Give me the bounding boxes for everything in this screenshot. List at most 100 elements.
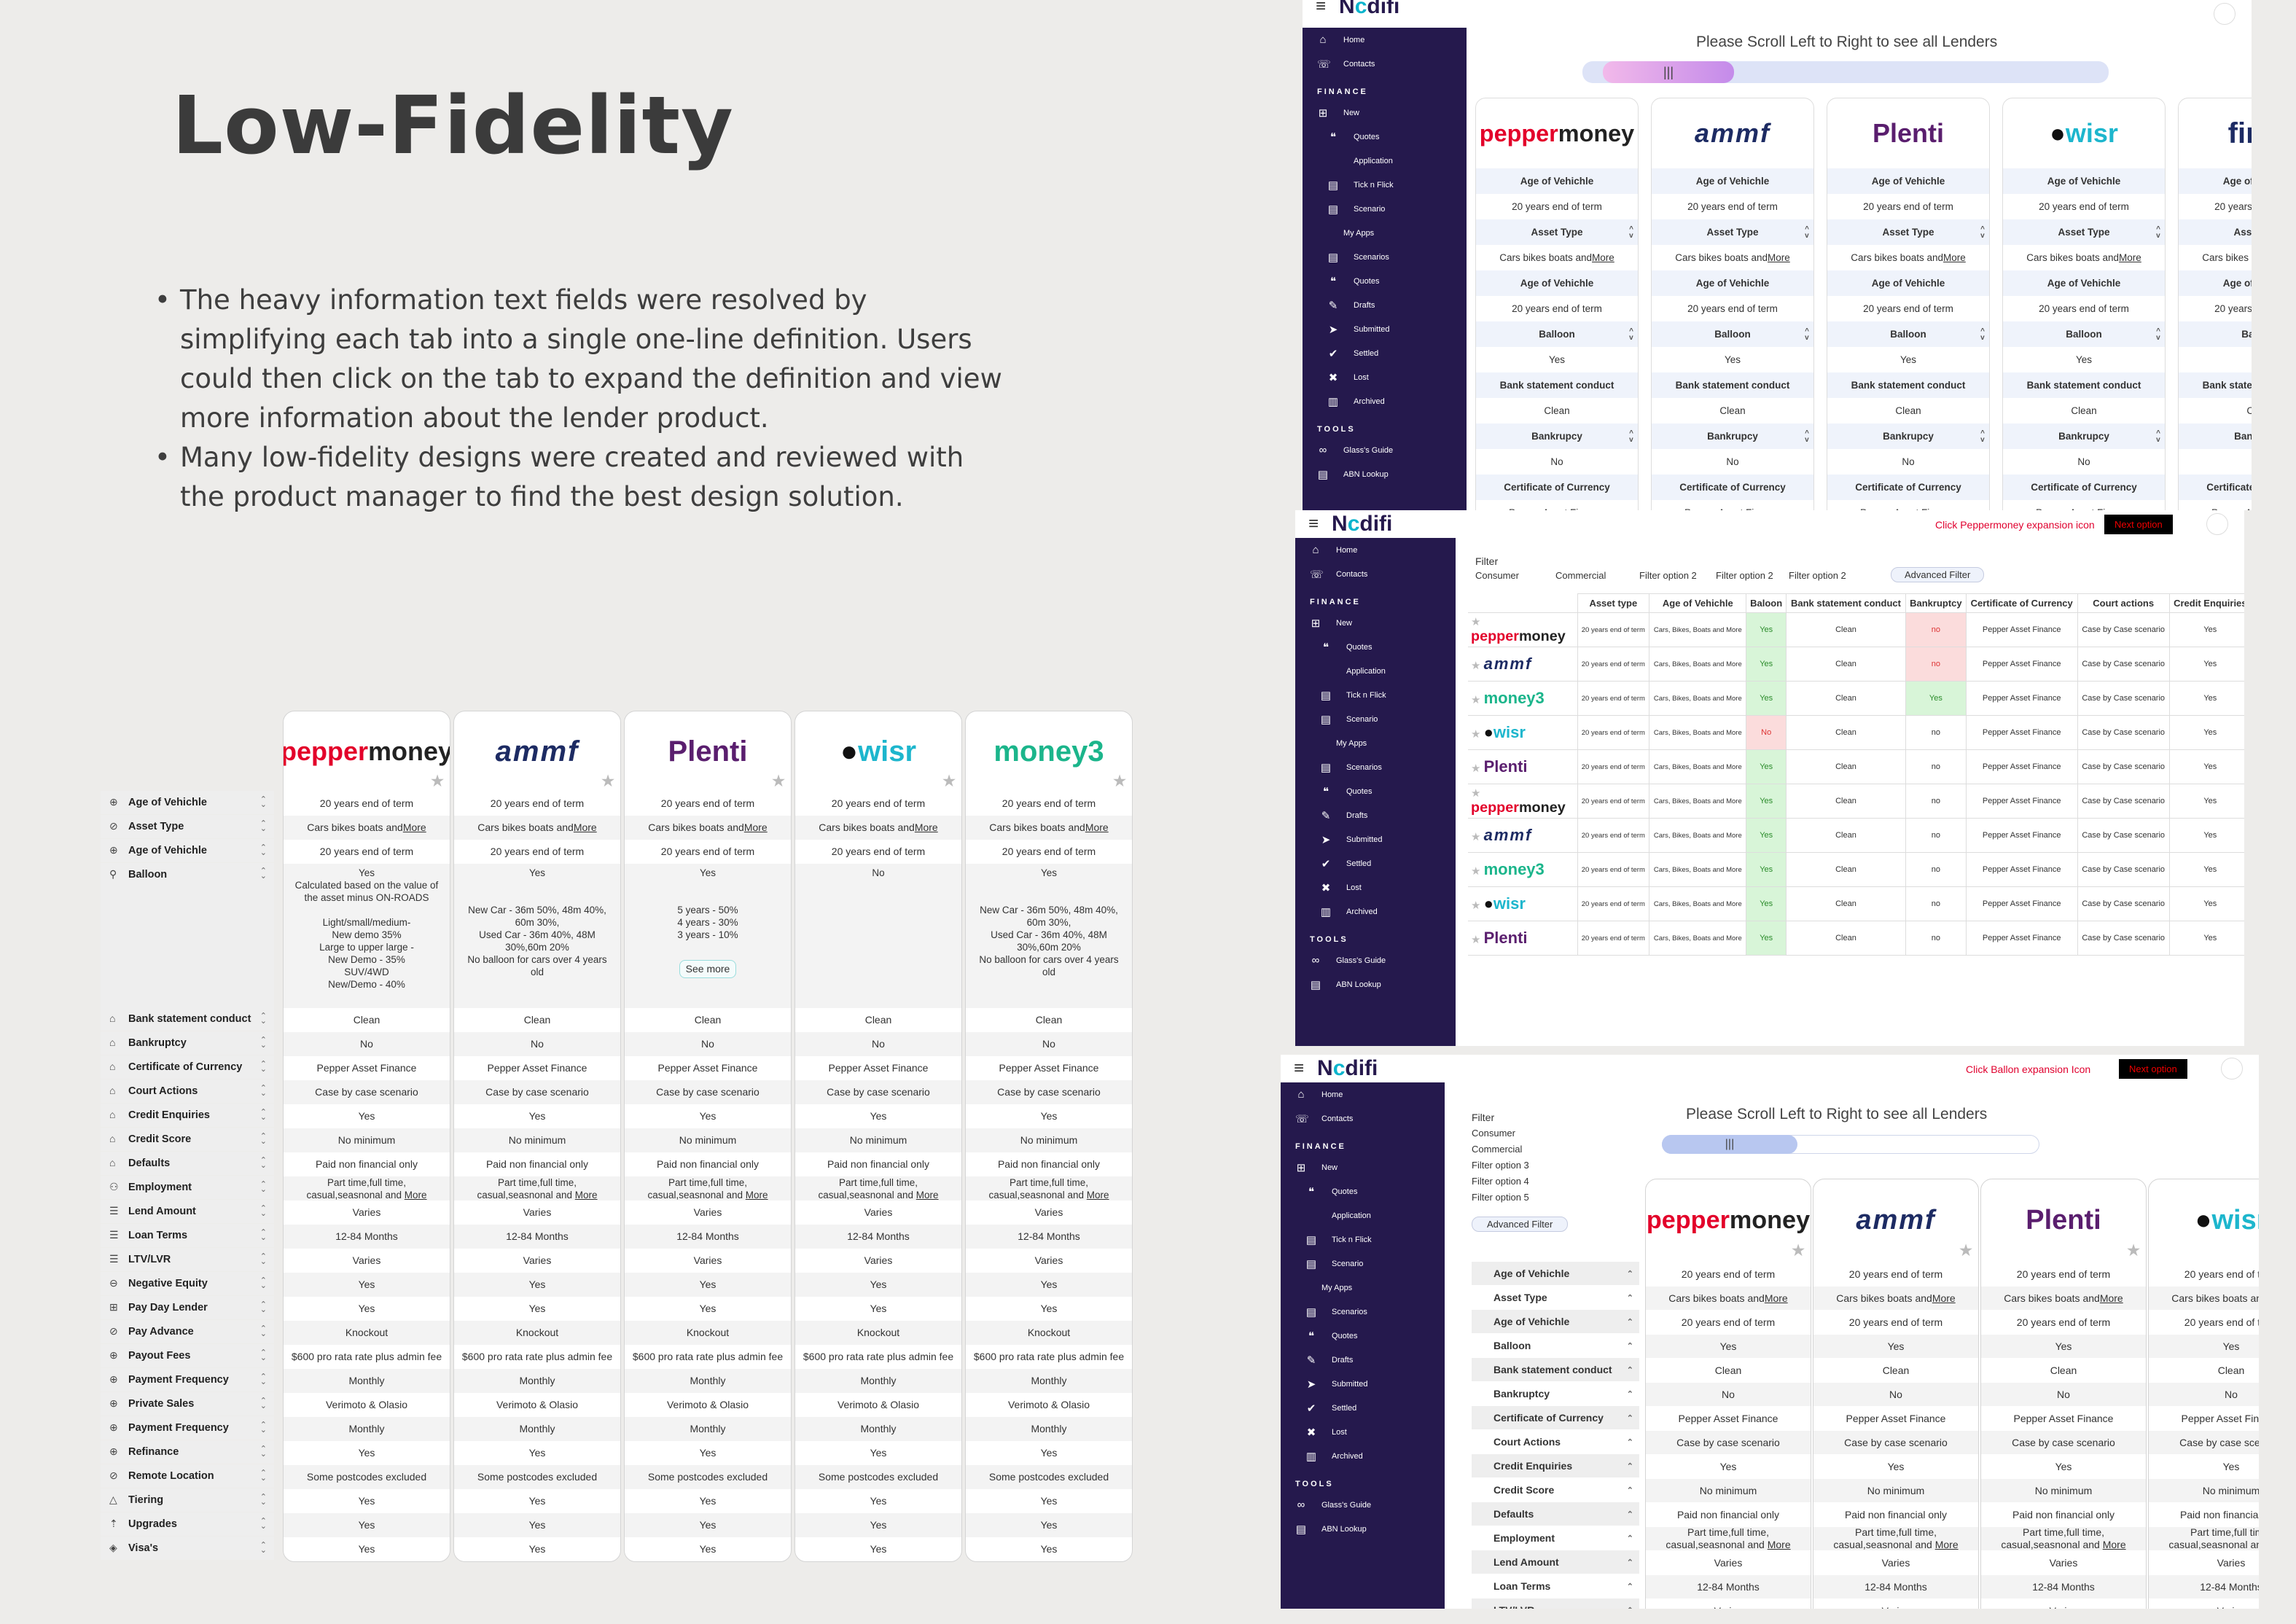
favorite-star-icon[interactable]: ★ bbox=[1792, 1243, 1805, 1259]
row-label[interactable]: ⊕ Age of Vehichle ⌃ ⌄ bbox=[101, 839, 274, 862]
sidebar-item-home[interactable]: ⌂ Home bbox=[1295, 538, 1456, 562]
filter-checkbox[interactable]: Filter option 2 bbox=[1789, 570, 1846, 581]
favorite-star-icon[interactable]: ★ bbox=[2127, 1243, 2140, 1259]
sidebar-item-my-apps[interactable]: My Apps bbox=[1281, 1276, 1445, 1300]
advanced-filter-button[interactable]: Advanced Filter bbox=[1472, 1217, 1569, 1232]
expand-chevron-icon[interactable]: ⌃ ⌄ bbox=[259, 1300, 267, 1314]
filter-checkbox[interactable]: Consumer bbox=[1472, 1128, 1515, 1139]
sidebar-item-lost[interactable]: ✖ Lost bbox=[1295, 875, 1456, 899]
sidebar-item-application[interactable]: Application bbox=[1303, 149, 1467, 173]
sidebar-item-scenarios[interactable]: ▤ Scenarios bbox=[1295, 755, 1456, 779]
sidebar-item-quotes[interactable]: ❝ Quotes bbox=[1295, 779, 1456, 803]
row-label[interactable]: Credit Enquiries ⌃ bbox=[1472, 1454, 1639, 1477]
filter-checkbox[interactable]: Filter option 3 bbox=[1472, 1160, 1529, 1171]
sidebar-item-quotes[interactable]: ❝ Quotes bbox=[1295, 635, 1456, 659]
sidebar-item-tick-n-flick[interactable]: ▤ Tick n Flick bbox=[1303, 173, 1467, 197]
grid-row-lender[interactable]: ★ peppermoney bbox=[1468, 784, 1578, 819]
next-option-button[interactable]: Next option bbox=[2104, 515, 2173, 534]
favorite-star-icon[interactable]: ★ bbox=[1471, 831, 1484, 843]
sidebar-item-tick-n-flick[interactable]: ▤ Tick n Flick bbox=[1295, 683, 1456, 707]
avatar[interactable] bbox=[2221, 1058, 2243, 1080]
more-link[interactable]: More bbox=[1934, 1539, 1959, 1550]
expand-chevron-icon[interactable]: ⌃ ⌄ bbox=[259, 819, 267, 833]
avatar[interactable] bbox=[2206, 513, 2228, 535]
row-label[interactable]: ⊘ Remote Location ⌃ ⌄ bbox=[101, 1464, 274, 1488]
sidebar-item-scenario[interactable]: ▤ Scenario bbox=[1303, 197, 1467, 221]
row-label[interactable]: ◈ Visa's ⌃ ⌄ bbox=[101, 1537, 274, 1560]
row-label[interactable]: Certificate of Currency ⌃ bbox=[1472, 1406, 1639, 1429]
avatar[interactable] bbox=[2214, 3, 2236, 25]
grid-row-lender[interactable]: ★ Plenti bbox=[1468, 921, 1578, 956]
expand-chevron-icon[interactable]: ⌃ ⌄ bbox=[259, 795, 267, 809]
expand-chevron-icon[interactable]: ⌃ ⌄ bbox=[259, 1228, 267, 1242]
expand-chevron-icon[interactable]: ⌃ ⌄ bbox=[259, 1493, 267, 1507]
row-label[interactable]: LTV/LVR⌃ bbox=[1472, 1598, 1639, 1609]
grid-header[interactable]: Certificate of Currency bbox=[1965, 593, 2078, 613]
row-label[interactable]: Bank statement conduct ⌃ bbox=[1472, 1358, 1639, 1381]
expand-chevron-icon[interactable]: ⌃ bbox=[1626, 1341, 1633, 1351]
more-link[interactable]: More bbox=[402, 821, 426, 833]
expand-chevron-icon[interactable]: ⌃ ⌄ bbox=[259, 1180, 267, 1194]
next-option-button[interactable]: Next option bbox=[2119, 1059, 2187, 1079]
row-label[interactable]: ⊖ Negative Equity ⌃ ⌄ bbox=[101, 1272, 274, 1295]
see-more-button[interactable]: See more bbox=[679, 960, 737, 978]
row-label[interactable]: ☰ Loan Terms ⌃ ⌄ bbox=[101, 1224, 274, 1247]
row-label[interactable]: ☰ Lend Amount ⌃ ⌄ bbox=[101, 1200, 274, 1223]
expand-chevron-icon[interactable]: ⌃ bbox=[1626, 1293, 1633, 1303]
favorite-star-icon[interactable]: ★ bbox=[1471, 660, 1484, 672]
row-label[interactable]: Balloon ⌃ bbox=[1472, 1334, 1639, 1357]
sidebar-item-contacts[interactable]: ☏ Contacts bbox=[1303, 52, 1467, 76]
favorite-star-icon[interactable]: ★ bbox=[772, 773, 785, 789]
advanced-filter-button[interactable]: Advanced Filter bbox=[1891, 567, 1985, 582]
grid-header[interactable]: Asset type bbox=[1577, 593, 1650, 613]
filter-checkbox[interactable]: Filter option 5 bbox=[1472, 1192, 1529, 1203]
sidebar-item-lost[interactable]: ✖ Lost bbox=[1281, 1420, 1445, 1444]
sidebar-item-quotes[interactable]: ❝ Quotes bbox=[1303, 269, 1467, 293]
sidebar-item-home[interactable]: ⌂ Home bbox=[1303, 28, 1467, 52]
sidebar-item-archived[interactable]: ▥ Archived bbox=[1303, 389, 1467, 413]
row-label[interactable]: ☰ LTV/LVR ⌃ ⌄ bbox=[101, 1248, 274, 1271]
sidebar-item-settled[interactable]: ✔ Settled bbox=[1303, 341, 1467, 365]
grid-row-lender[interactable]: ★ ammf bbox=[1468, 647, 1578, 682]
sidebar-item-submitted[interactable]: ➤ Submitted bbox=[1281, 1372, 1445, 1396]
expand-chevron-icon[interactable]: ⌃ bbox=[1626, 1534, 1633, 1543]
more-link[interactable]: More bbox=[1764, 1292, 1788, 1304]
row-label[interactable]: ⌂ Bankruptcy ⌃ ⌄ bbox=[101, 1031, 274, 1055]
row-label[interactable]: ⊕ Refinance ⌃ ⌄ bbox=[101, 1440, 274, 1464]
row-label[interactable]: ⊕ Payout Fees ⌃ ⌄ bbox=[101, 1344, 274, 1367]
sidebar-item-scenarios[interactable]: ▤ Scenarios bbox=[1281, 1300, 1445, 1324]
expand-chevron-icon[interactable]: ⌃ ⌄ bbox=[259, 1348, 267, 1362]
row-label[interactable]: Age of Vehichle ⌃ bbox=[1472, 1262, 1639, 1285]
row-label[interactable]: Employment ⌃ bbox=[1472, 1526, 1639, 1550]
favorite-star-icon[interactable]: ★ bbox=[1471, 899, 1484, 912]
expand-chevron-icon[interactable]: ⌃ ⌄ bbox=[259, 1324, 267, 1338]
row-label[interactable]: ⊕ Payment Frequency ⌃ ⌄ bbox=[101, 1416, 274, 1440]
sidebar-item-submitted[interactable]: ➤ Submitted bbox=[1303, 317, 1467, 341]
row-label[interactable]: △ Tiering ⌃ ⌄ bbox=[101, 1488, 274, 1512]
more-link[interactable]: More bbox=[1768, 252, 1790, 263]
expand-chevron-icon[interactable]: ^ v bbox=[2156, 327, 2160, 342]
expand-chevron-icon[interactable]: ⌃ ⌄ bbox=[259, 1541, 267, 1555]
more-link[interactable]: More bbox=[745, 1189, 768, 1201]
more-link[interactable]: More bbox=[914, 821, 938, 833]
row-label[interactable]: Court Actions ⌃ bbox=[1472, 1430, 1639, 1453]
expand-chevron-icon[interactable]: ^ v bbox=[1980, 327, 1985, 342]
favorite-star-icon[interactable]: ★ bbox=[1113, 773, 1126, 789]
hamburger-menu-icon[interactable]: ≡ bbox=[1308, 514, 1319, 534]
expand-chevron-icon[interactable]: ⌃ ⌄ bbox=[259, 843, 267, 857]
filter-checkbox[interactable]: Consumer bbox=[1475, 570, 1519, 581]
sidebar-item-abn-lookup[interactable]: ▤ ABN Lookup bbox=[1281, 1517, 1445, 1541]
scrollbar-thumb[interactable]: ||| bbox=[1662, 1135, 1797, 1154]
filter-checkbox[interactable]: Filter option 2 bbox=[1716, 570, 1773, 581]
sidebar-item-new[interactable]: ⊞ New bbox=[1303, 101, 1467, 125]
row-label[interactable]: ⌂ Credit Enquiries ⌃ ⌄ bbox=[101, 1104, 274, 1127]
row-label[interactable]: ⚲ Balloon ⌃ ⌄ bbox=[101, 863, 274, 1007]
favorite-star-icon[interactable]: ★ bbox=[942, 773, 956, 789]
sidebar-item-quotes[interactable]: ❝ Quotes bbox=[1281, 1179, 1445, 1203]
row-label[interactable]: Lend Amount ⌃ bbox=[1472, 1550, 1639, 1574]
sidebar-item-tick-n-flick[interactable]: ▤ Tick n Flick bbox=[1281, 1227, 1445, 1252]
expand-chevron-icon[interactable]: ⌃ bbox=[1626, 1582, 1633, 1591]
sidebar-item-my-apps[interactable]: My Apps bbox=[1295, 731, 1456, 755]
row-label[interactable]: ⊞ Pay Day Lender ⌃ ⌄ bbox=[101, 1296, 274, 1319]
expand-chevron-icon[interactable]: ⌃ ⌄ bbox=[259, 1084, 267, 1098]
